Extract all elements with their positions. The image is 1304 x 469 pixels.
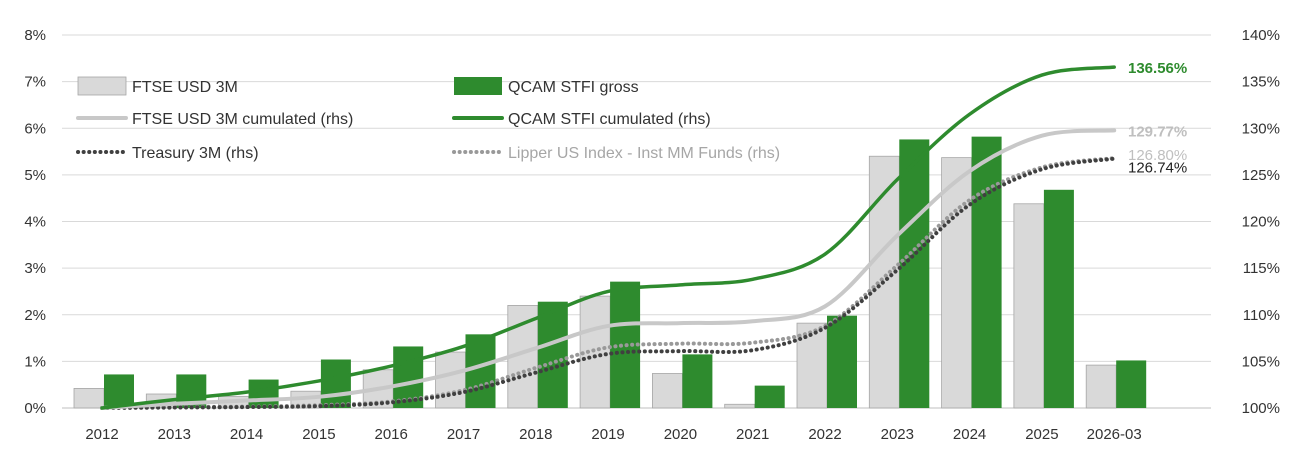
legend: FTSE USD 3M QCAM STFI gross FTSE USD 3M cu… (76, 76, 780, 162)
line-series (100, 128, 1117, 410)
bar (435, 351, 466, 409)
right-tick-label: 140% (1242, 27, 1280, 44)
bar (465, 334, 496, 408)
left-tick-label: 0% (24, 400, 46, 417)
bar (1013, 203, 1045, 409)
bar (724, 403, 756, 409)
right-tick-label: 115% (1243, 260, 1280, 277)
right-tick-label: 110% (1243, 307, 1280, 324)
right-tick-label: 130% (1242, 120, 1280, 137)
left-axis: 0% 1% 2% 3% 4% 5% 6% 7% 8% (24, 27, 46, 417)
legend-label: Treasury 3M (rhs) (132, 145, 259, 162)
x-tick-label: 2014 (230, 426, 263, 443)
bar (393, 346, 424, 408)
x-tick-label: 2015 (302, 426, 335, 443)
bar (682, 354, 713, 408)
legend-label: QCAM STFI cumulated (rhs) (508, 111, 711, 128)
line-series (100, 65, 1116, 410)
left-tick-label: 7% (24, 74, 46, 91)
end-label: 126.80% (1128, 147, 1187, 164)
bar (104, 374, 134, 408)
x-tick-label: 2026-03 (1087, 426, 1142, 443)
bar (320, 359, 351, 408)
x-tick-label: 2025 (1025, 426, 1058, 443)
bar (899, 139, 930, 408)
x-tick-label: 2019 (591, 426, 624, 443)
legend-label: QCAM STFI gross (508, 79, 639, 96)
x-tick-label: 2021 (736, 426, 769, 443)
bar (941, 157, 972, 409)
bar (248, 379, 279, 408)
left-tick-label: 5% (24, 167, 46, 184)
lines (100, 65, 1117, 410)
right-tick-label: 105% (1242, 353, 1280, 370)
bar (1043, 189, 1074, 408)
legend-swatch (454, 77, 502, 95)
x-tick-label: 2016 (375, 426, 408, 443)
x-axis: 2012 2013 2014 2015 2016 2017 2018 2019 2020 2021… (85, 426, 1141, 443)
end-label: 129.77% (1128, 123, 1187, 140)
left-tick-label: 3% (24, 260, 46, 277)
right-axis: 100% 105% 110% 115% 120% 125% 130% 135% 140% (1242, 27, 1280, 417)
legend-swatch (77, 76, 127, 96)
bar (971, 136, 1002, 408)
bar (652, 373, 683, 409)
x-tick-label: 2024 (953, 426, 986, 443)
bar (73, 388, 105, 409)
bar (754, 385, 785, 408)
legend-label: FTSE USD 3M cumulated (rhs) (132, 111, 353, 128)
left-tick-label: 2% (24, 307, 46, 324)
end-label: 136.56% (1128, 60, 1187, 77)
bar (579, 295, 611, 409)
grid (62, 34, 1211, 409)
bar (537, 301, 568, 408)
right-tick-label: 135% (1242, 74, 1280, 91)
bar (1116, 360, 1147, 408)
bars (73, 136, 1147, 409)
x-tick-label: 2023 (881, 426, 914, 443)
x-tick-label: 2017 (447, 426, 480, 443)
x-tick-label: 2020 (664, 426, 697, 443)
end-labels: 129.77% 136.56% 126.74%126.80% (1128, 60, 1187, 177)
bar (1085, 364, 1117, 409)
end-label: 126.74% (1128, 160, 1187, 177)
left-tick-label: 8% (24, 27, 46, 44)
x-tick-label: 2012 (85, 426, 118, 443)
line-series (100, 156, 1117, 410)
x-tick-label: 2013 (158, 426, 191, 443)
left-tick-label: 4% (24, 214, 46, 231)
x-tick-label: 2022 (808, 426, 841, 443)
right-tick-label: 120% (1242, 214, 1280, 231)
right-tick-label: 125% (1242, 167, 1280, 184)
left-tick-label: 6% (24, 120, 46, 137)
left-tick-label: 1% (24, 353, 46, 370)
right-tick-label: 100% (1242, 400, 1280, 417)
bar (827, 315, 857, 408)
x-tick-label: 2018 (519, 426, 552, 443)
legend-label: FTSE USD 3M (132, 79, 238, 96)
legend-label: Lipper US Index - Inst MM Funds (rhs) (508, 145, 780, 162)
